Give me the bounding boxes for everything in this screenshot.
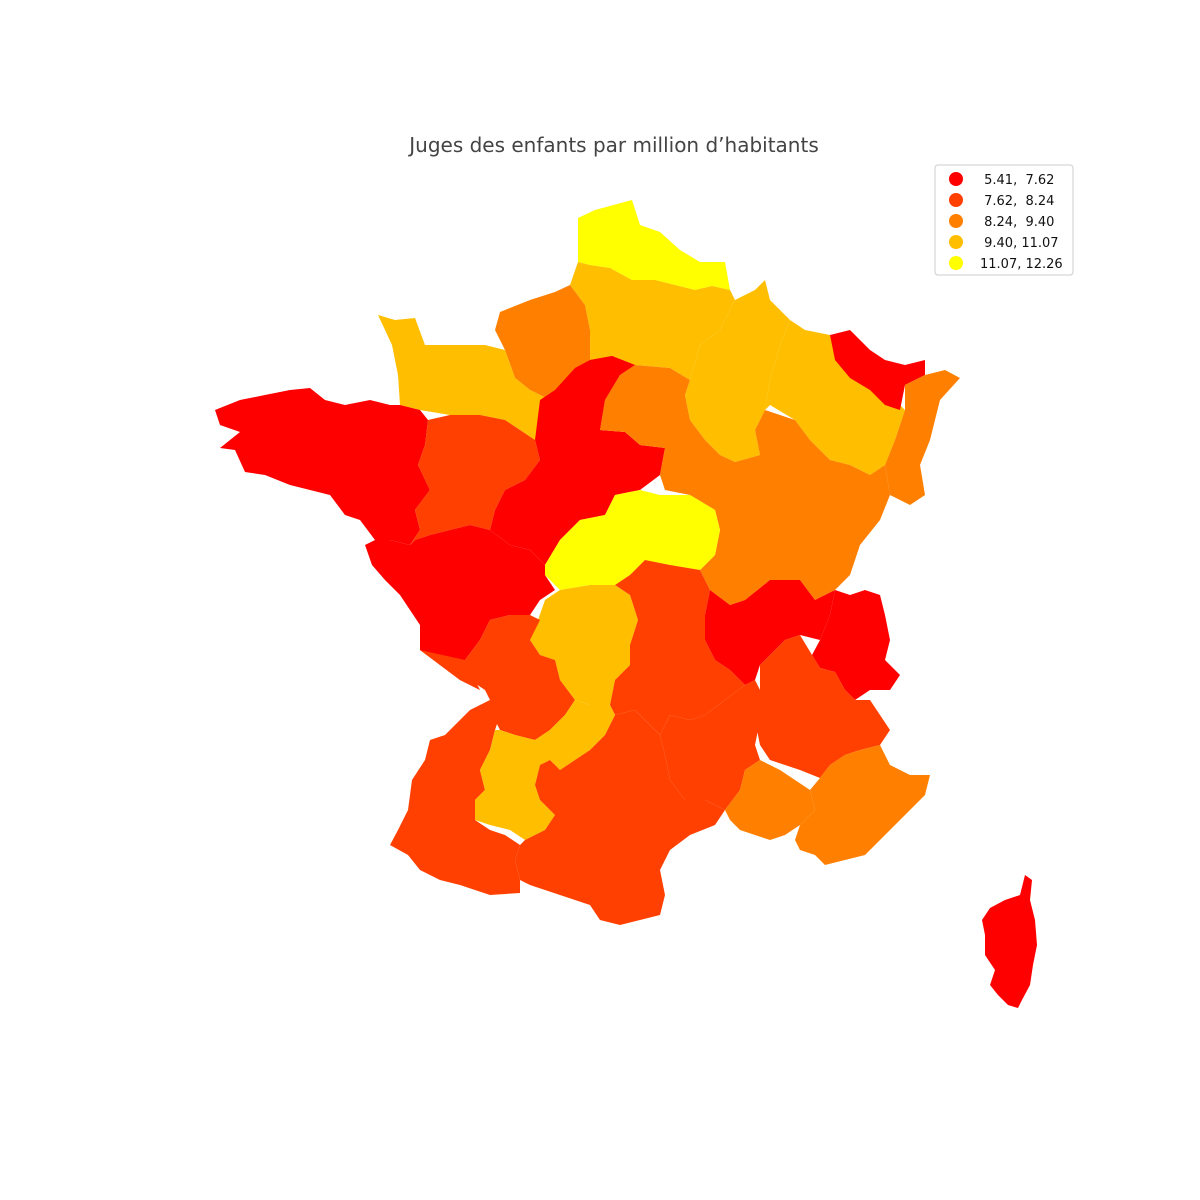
region-centre-yellow: [545, 490, 720, 590]
region-corse: [982, 875, 1037, 1008]
legend-label: 5.41, 7.62: [980, 173, 1054, 188]
region-aquitaine: [390, 650, 520, 895]
region-alsace: [830, 330, 925, 410]
legend-marker: [949, 235, 963, 249]
legend-marker: [949, 172, 963, 186]
legend-box: [934, 164, 1074, 276]
legend-label: 9.40, 11.07: [980, 236, 1059, 251]
region-poitou: [365, 525, 555, 690]
region-auvergne: [610, 560, 745, 735]
legend-label: 11.07, 12.26: [980, 257, 1063, 272]
legend-marker: [949, 214, 963, 228]
region-nord: [578, 200, 730, 290]
region-limousin: [530, 585, 638, 705]
region-drome: [755, 635, 890, 778]
region-bourgogne: [600, 365, 890, 605]
region-aquitaine-east: [465, 615, 575, 740]
legend-marker: [949, 193, 963, 207]
region-champagne: [685, 280, 790, 462]
region-savoie: [812, 590, 900, 700]
regions: [215, 200, 1037, 1008]
region-provence-west: [725, 760, 815, 840]
region-haute-normandie: [495, 285, 590, 400]
region-pays-de-la-loire: [410, 415, 540, 545]
legend-marker: [949, 256, 963, 270]
region-bretagne: [215, 388, 430, 545]
region-centre: [490, 356, 665, 565]
region-basse-normandie: [378, 315, 550, 440]
legend: 5.41, 7.62 7.62, 8.24 8.24, 9.40 9.40, 1…: [934, 164, 1074, 276]
region-rhone: [705, 580, 835, 685]
region-franche-comte: [885, 370, 960, 505]
region-lorraine: [765, 320, 905, 475]
region-picardie: [570, 262, 735, 380]
region-ile-de-france: [535, 356, 635, 460]
legend-label: 7.62, 8.24: [980, 194, 1054, 209]
region-midi-pyrenees: [515, 710, 725, 925]
region-lot: [475, 700, 615, 840]
region-paca: [795, 745, 930, 865]
map-title: Juges des enfants par million d’habitant…: [407, 133, 818, 157]
legend-label: 8.24, 9.40: [980, 215, 1054, 230]
region-languedoc: [660, 680, 765, 810]
